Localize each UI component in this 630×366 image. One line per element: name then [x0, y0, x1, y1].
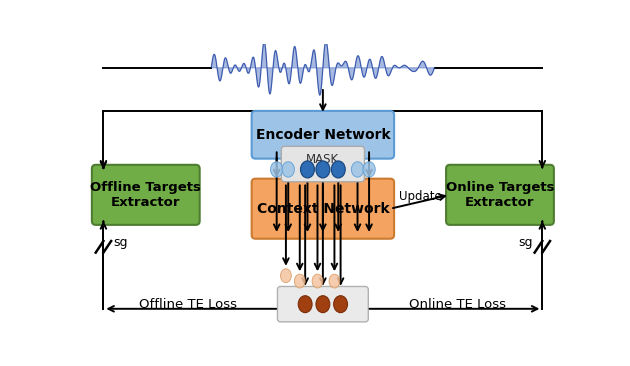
- Text: Encoder Network: Encoder Network: [256, 128, 390, 142]
- Ellipse shape: [301, 161, 314, 178]
- Text: Online Targets
Extractor: Online Targets Extractor: [445, 181, 554, 209]
- Ellipse shape: [294, 274, 305, 288]
- Ellipse shape: [334, 296, 348, 313]
- Text: Offline TE Loss: Offline TE Loss: [139, 298, 237, 311]
- FancyBboxPatch shape: [281, 146, 364, 182]
- FancyBboxPatch shape: [277, 287, 369, 322]
- Ellipse shape: [312, 274, 323, 288]
- Text: MASK: MASK: [306, 153, 340, 166]
- Ellipse shape: [298, 296, 312, 313]
- Text: Update: Update: [399, 190, 442, 202]
- Ellipse shape: [329, 274, 340, 288]
- Ellipse shape: [331, 161, 345, 178]
- FancyBboxPatch shape: [251, 111, 394, 158]
- Ellipse shape: [280, 269, 291, 283]
- Ellipse shape: [316, 161, 330, 178]
- Text: Online TE Loss: Online TE Loss: [409, 298, 506, 311]
- FancyBboxPatch shape: [251, 179, 394, 239]
- Ellipse shape: [363, 162, 375, 177]
- Text: Context Network: Context Network: [256, 202, 389, 216]
- Text: Offline Targets
Extractor: Offline Targets Extractor: [90, 181, 201, 209]
- Ellipse shape: [352, 162, 364, 177]
- Text: sg: sg: [113, 236, 128, 249]
- Text: sg: sg: [518, 236, 533, 249]
- Ellipse shape: [282, 162, 294, 177]
- FancyBboxPatch shape: [446, 165, 554, 225]
- FancyBboxPatch shape: [92, 165, 200, 225]
- Ellipse shape: [270, 162, 283, 177]
- Ellipse shape: [316, 296, 330, 313]
